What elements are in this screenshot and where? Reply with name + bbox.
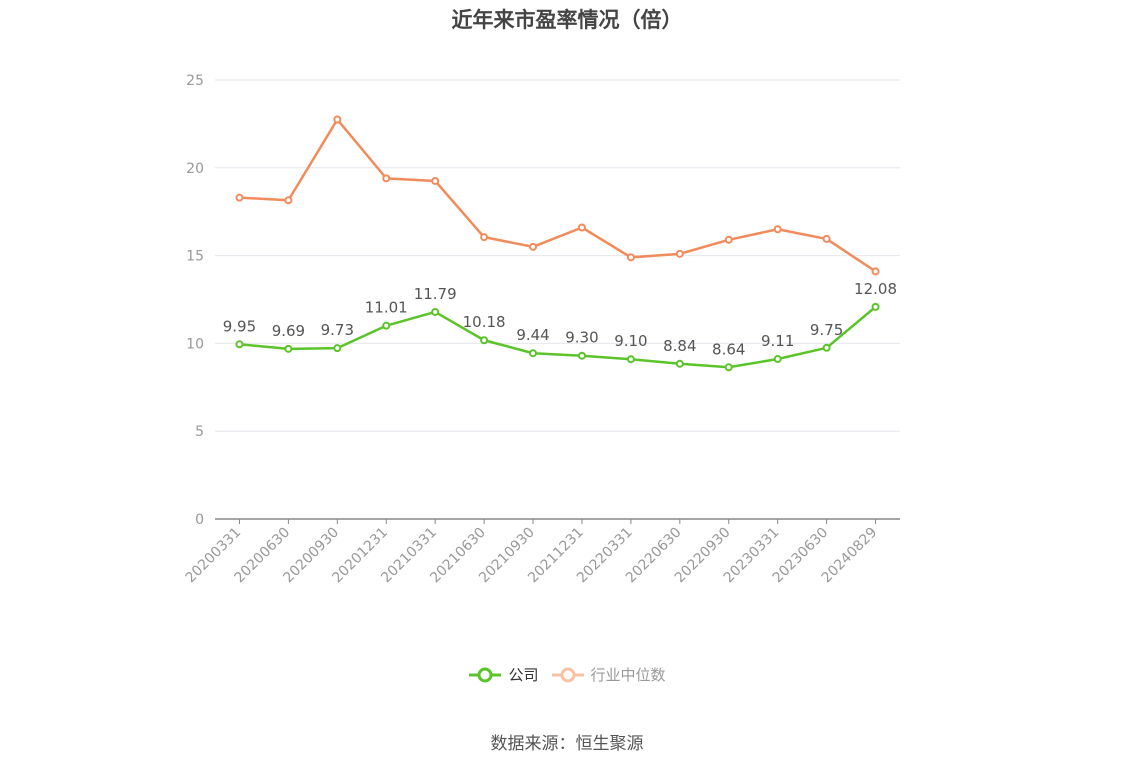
data-point[interactable]: [675, 249, 684, 258]
data-point[interactable]: [626, 253, 635, 262]
y-tick-label: 10: [186, 336, 204, 352]
data-point[interactable]: [431, 307, 440, 316]
data-label: 9.10: [614, 332, 647, 350]
legend-item-company[interactable]: 公司: [468, 664, 539, 685]
legend-industry-label: 行业中位数: [590, 666, 666, 684]
x-axis: 2020033120200630202009302020123120210331…: [183, 518, 900, 586]
data-point[interactable]: [675, 359, 684, 368]
chart-title: 近年来市盈率情况（倍）: [451, 8, 683, 32]
data-point[interactable]: [822, 234, 831, 243]
data-point[interactable]: [773, 355, 782, 364]
data-source: 数据来源：恒生聚源: [490, 734, 644, 754]
data-point[interactable]: [871, 302, 880, 311]
y-tick-label: 5: [195, 424, 204, 440]
data-point[interactable]: [822, 343, 831, 352]
data-label: 8.64: [712, 340, 745, 358]
legend-company-label: 公司: [508, 666, 539, 684]
data-label: 8.84: [663, 337, 696, 355]
data-point[interactable]: [871, 267, 880, 276]
data-point[interactable]: [382, 321, 391, 330]
data-point[interactable]: [382, 174, 391, 183]
series-lines: [235, 115, 880, 372]
legend-company-icon: [469, 667, 502, 682]
data-point[interactable]: [626, 355, 635, 364]
data-label: 9.44: [516, 326, 549, 344]
data-label: 9.95: [223, 317, 256, 335]
data-point[interactable]: [773, 225, 782, 234]
data-label: 9.11: [761, 332, 794, 350]
data-point[interactable]: [577, 351, 586, 360]
data-label: 12.08: [854, 280, 897, 298]
y-tick-label: 0: [195, 512, 204, 528]
data-point[interactable]: [480, 336, 489, 345]
data-labels: 9.95 9.69 9.73 11.01 11.79 10.18 9.44 9.30 9.10 8…: [223, 280, 897, 358]
series-line: [239, 305, 877, 369]
data-point[interactable]: [284, 344, 293, 353]
data-point[interactable]: [333, 344, 342, 353]
grid-lines: [215, 79, 900, 432]
data-point[interactable]: [529, 349, 538, 358]
data-point[interactable]: [577, 223, 586, 232]
y-tick-label: 20: [186, 161, 204, 177]
data-label: 11.01: [365, 299, 408, 317]
legend-item-industry[interactable]: 行业中位数: [551, 664, 666, 685]
data-point[interactable]: [333, 115, 342, 124]
y-tick-label: 15: [186, 249, 204, 265]
data-point[interactable]: [724, 363, 733, 372]
data-label: 11.79: [414, 285, 457, 303]
data-label: 9.69: [272, 322, 305, 340]
data-point[interactable]: [284, 196, 293, 205]
data-label: 9.30: [565, 329, 598, 347]
data-label: 9.75: [810, 321, 843, 339]
data-point[interactable]: [480, 233, 489, 242]
legend-industry-icon: [551, 667, 584, 682]
line-chart: 0 5 10 15 20 25 20200331202006302020093020201…: [183, 73, 900, 586]
data-label: 10.18: [463, 313, 506, 331]
data-point[interactable]: [235, 340, 244, 349]
data-point[interactable]: [431, 176, 440, 185]
legend: 公司 行业中位数: [0, 664, 1134, 685]
data-point[interactable]: [724, 235, 733, 244]
y-tick-label: 25: [186, 73, 204, 89]
y-axis: 0 5 10 15 20 25: [186, 73, 204, 528]
data-label: 9.73: [321, 321, 354, 339]
data-point[interactable]: [529, 242, 538, 251]
series-line: [239, 118, 877, 273]
data-point[interactable]: [235, 193, 244, 202]
